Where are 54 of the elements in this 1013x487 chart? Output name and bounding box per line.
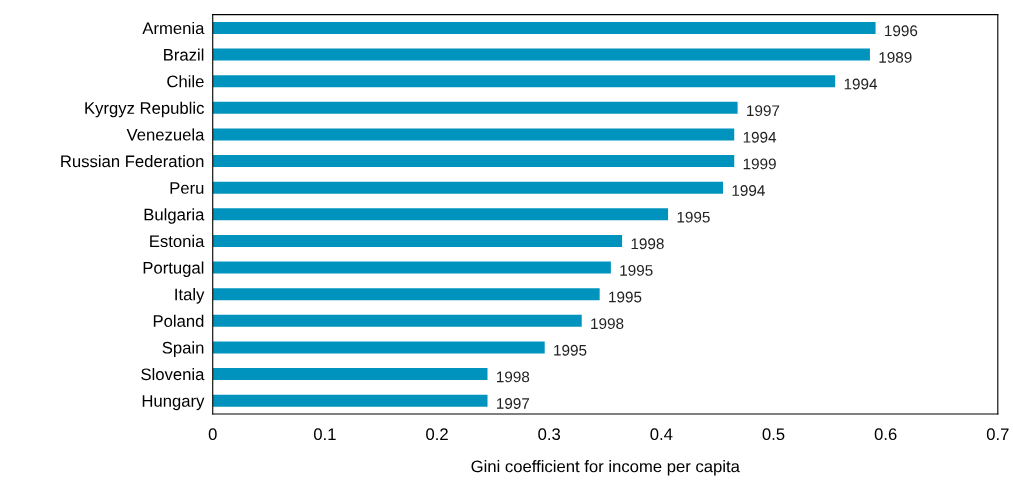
bar [212,21,876,34]
bar [212,101,738,114]
x-tick-label: 0.6 [874,428,897,441]
annotation: 1998 [631,238,664,250]
annotation: 1999 [743,158,776,170]
bar [212,368,488,381]
bar [212,181,724,194]
y-tick-label: Estonia [150,234,205,248]
annotation: 1995 [620,264,653,276]
annotation: 1998 [591,318,624,330]
annotation: 1998 [497,371,530,383]
x-tick-label: 0.3 [538,428,561,441]
annotation: 1994 [743,131,777,143]
y-tick-label: Hungary [142,395,205,411]
annotation: 1995 [609,291,642,303]
annotation: 1995 [677,211,710,223]
y-tick-label: Portugal [143,261,204,278]
bar [212,261,611,274]
annotation: 1995 [554,344,587,356]
x-tick-label: 0.1 [313,428,336,441]
y-tick-label: Bulgaria [144,208,205,224]
x-tick-label: 0.7 [986,428,1009,441]
y-tick-label: Slovenia [141,367,205,381]
y-tick-label: Italy [175,288,205,304]
x-tick-label: 0.2 [426,428,448,441]
bar [212,208,669,221]
x-axis-title: Gini coefficient for income per capita [471,460,740,476]
bar [212,234,623,247]
bar [212,288,600,301]
y-tick-label: Russian Federation [61,155,204,168]
y-tick-label: Chile [167,75,204,88]
bar [212,48,870,61]
annotation: 1997 [497,398,530,409]
annotation: 1997 [747,105,780,117]
y-tick-label: Armenia [142,21,205,35]
y-tick-label: Poland [153,314,204,327]
bar [212,341,545,354]
annotation: 1994 [732,185,765,196]
bar [212,394,488,407]
bar [212,314,582,327]
x-tick-label: 0 [208,428,217,441]
annotation: 1994 [844,78,878,90]
y-tick-label: Venezuela [126,128,205,141]
y-tick-label: Spain [162,341,204,357]
bar [212,75,836,88]
x-tick-label: 0.5 [762,428,785,441]
y-tick-label: Kyrgyz Republic [85,101,204,118]
bar [212,155,735,168]
bar [212,128,735,141]
y-tick-label: Brazil [164,48,204,61]
annotation: 1989 [879,51,912,63]
y-tick-label: Peru [170,182,204,194]
annotation: 1996 [885,25,918,37]
x-tick-label: 0.4 [650,428,673,441]
